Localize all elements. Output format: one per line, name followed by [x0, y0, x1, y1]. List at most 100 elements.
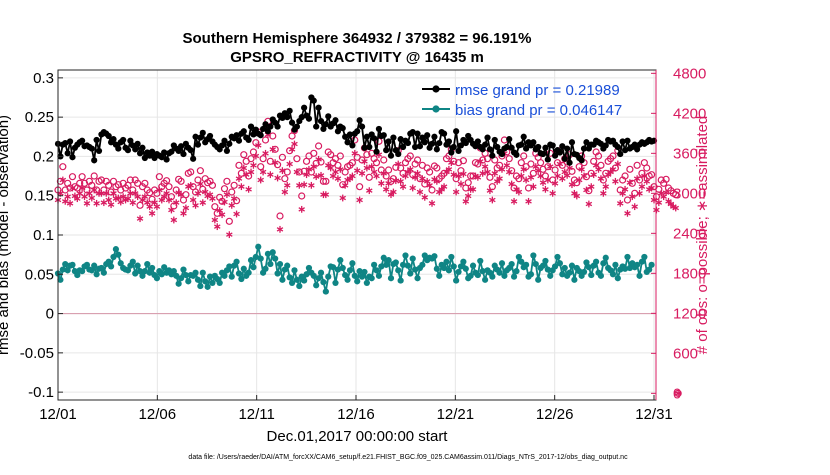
bias-point [431, 253, 438, 260]
assimilated-obs-marker [655, 199, 663, 207]
possible-obs-marker [505, 155, 513, 163]
assimilated-obs-marker [300, 181, 308, 189]
rmse-point [134, 140, 141, 147]
possible-obs-marker [365, 173, 373, 181]
bias-point [397, 277, 404, 284]
bias-point [445, 267, 453, 274]
assimilated-obs-marker [624, 209, 631, 217]
bias-point [194, 276, 202, 283]
rmse-point [293, 123, 300, 130]
assimilated-obs-marker [134, 193, 141, 201]
possible-obs-marker [211, 203, 219, 211]
assimilated-obs-marker [267, 171, 274, 179]
bias-point [515, 253, 522, 261]
possible-obs-marker [187, 168, 195, 176]
possible-obs-marker [380, 156, 388, 164]
rmse-point [387, 152, 395, 159]
bias-point [296, 282, 303, 290]
rmse-point [621, 147, 629, 154]
bias-point [455, 268, 462, 276]
assimilated-obs-marker [235, 175, 243, 183]
bias-point [274, 270, 281, 277]
assimilated-obs-marker [407, 165, 414, 173]
right-tick-label: 3000 [673, 185, 706, 202]
possible-obs-marker [298, 192, 306, 200]
assimilated-obs-marker [674, 389, 682, 397]
bias-point [513, 268, 520, 275]
bias-point [339, 264, 346, 272]
bias-point [395, 267, 402, 274]
bias-point [474, 271, 481, 279]
assimilated-obs-marker [445, 165, 453, 173]
bias-point [79, 268, 86, 275]
assimilated-obs-marker [310, 163, 318, 171]
assimilated-obs-marker [551, 179, 559, 187]
rmse-point [568, 139, 576, 146]
assimilated-obs-marker [585, 200, 593, 208]
bias-point [91, 262, 98, 269]
assimilated-obs-marker [595, 165, 602, 173]
rmse-point [383, 147, 390, 154]
y-axis-label-right: # of obs: o=possible; ∗=assimilated [694, 116, 711, 355]
assimilated-obs-marker [409, 184, 416, 192]
rmse-point [583, 139, 590, 146]
bias-point [641, 253, 648, 261]
bias-point [621, 265, 629, 272]
possible-obs-marker [165, 183, 173, 191]
rmse-point [342, 133, 349, 140]
possible-obs-marker [228, 188, 236, 196]
rmse-point [431, 133, 438, 140]
rmse-point [428, 140, 436, 147]
rmse-point [305, 115, 313, 122]
legend-bias-label: bias grand pr = 0.046147 [455, 102, 622, 119]
assimilated-obs-marker [510, 197, 518, 205]
rmse-point [226, 140, 233, 147]
bias-point [185, 278, 192, 285]
rmse-point [448, 149, 455, 156]
assimilated-obs-marker [339, 194, 347, 202]
possible-obs-marker [97, 176, 106, 184]
left-tick-label: 0.1 [33, 227, 54, 244]
bias-point [583, 259, 590, 266]
rmse-point [397, 136, 404, 143]
rmse-point [544, 156, 551, 163]
bias-point [235, 270, 243, 277]
assimilated-obs-marker [394, 160, 402, 168]
assimilated-obs-marker [312, 173, 320, 181]
rmse-point [105, 132, 112, 140]
bias-point [588, 271, 595, 279]
rmse-point [221, 137, 228, 144]
assimilated-obs-marker [380, 169, 388, 177]
assimilated-obs-marker [61, 197, 69, 205]
right-tick-label: 4800 [673, 65, 706, 82]
assimilated-obs-marker [110, 189, 117, 197]
possible-obs-marker [259, 155, 267, 163]
bias-point [153, 275, 161, 282]
bias-point [380, 254, 387, 261]
assimilated-obs-marker [146, 203, 153, 211]
rmse-point [506, 136, 513, 143]
x-tick-label: 12/11 [238, 406, 274, 423]
assimilated-obs-marker [358, 169, 366, 177]
assimilated-obs-marker [530, 183, 537, 191]
assimilated-obs-marker [414, 169, 421, 177]
right-tick-label: 1200 [673, 305, 706, 322]
bias-point [342, 271, 349, 279]
rmse-point [264, 128, 272, 135]
assimilated-obs-marker [484, 168, 491, 176]
right-tick-label: 3600 [673, 145, 706, 162]
assimilated-obs-marker [580, 172, 588, 180]
rmse-point [315, 104, 322, 111]
rmse-point [520, 133, 527, 140]
right-tick-label: 1800 [673, 265, 706, 282]
assimilated-obs-marker [226, 231, 233, 239]
assimilated-obs-marker [629, 193, 636, 201]
bias-point [117, 260, 124, 267]
possible-obs-marker [594, 152, 603, 160]
rmse-point [482, 141, 489, 148]
bias-point [530, 252, 537, 259]
bias-point [566, 269, 573, 276]
bias-point [399, 261, 407, 268]
rmse-series-layer [54, 94, 658, 166]
rmse-point [624, 137, 631, 144]
